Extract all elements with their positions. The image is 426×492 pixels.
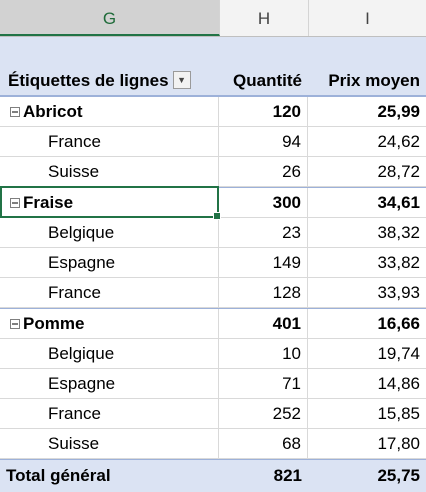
- item-label[interactable]: Espagne: [0, 369, 219, 398]
- group-quantity[interactable]: 120: [220, 97, 308, 126]
- item-label[interactable]: France: [0, 278, 219, 307]
- group-label: Fraise: [23, 193, 74, 212]
- collapse-icon[interactable]: [10, 197, 20, 208]
- row-labels-header-text: Étiquettes de lignes: [8, 71, 169, 90]
- item-quantity[interactable]: 68: [220, 429, 308, 458]
- item-label[interactable]: Belgique: [0, 339, 219, 368]
- item-price[interactable]: 17,80: [377, 434, 420, 453]
- item-quantity[interactable]: 128: [220, 278, 308, 307]
- item-row: Suisse 26 28,72: [0, 157, 426, 187]
- item-price[interactable]: 28,72: [377, 162, 420, 181]
- item-quantity[interactable]: 10: [220, 339, 308, 368]
- group-quantity[interactable]: 300: [220, 188, 308, 217]
- pivot-table: Étiquettes de lignes ▼ Quantité Prix moye…: [0, 37, 426, 492]
- item-row: Belgique 23 38,32: [0, 218, 426, 248]
- item-label[interactable]: France: [0, 399, 219, 428]
- item-row: Espagne 149 33,82: [0, 248, 426, 278]
- group-price[interactable]: 16,66: [377, 314, 420, 333]
- group-label: Pomme: [23, 314, 85, 333]
- item-price[interactable]: 24,62: [377, 132, 420, 151]
- collapse-icon[interactable]: [10, 318, 20, 329]
- group-price[interactable]: 25,99: [377, 102, 420, 121]
- cell[interactable]: [0, 37, 219, 66]
- price-header[interactable]: Prix moyen: [328, 71, 420, 90]
- group-price[interactable]: 34,61: [377, 193, 420, 212]
- pivot-header-row: Étiquettes de lignes ▼ Quantité Prix moye…: [0, 66, 426, 96]
- item-row: Belgique 10 19,74: [0, 339, 426, 369]
- row-labels-header[interactable]: Étiquettes de lignes ▼: [0, 66, 219, 95]
- group-quantity[interactable]: 401: [220, 309, 308, 338]
- item-label[interactable]: Belgique: [0, 218, 219, 247]
- column-header-i[interactable]: I: [365, 9, 370, 28]
- item-quantity[interactable]: 26: [220, 157, 308, 186]
- item-price[interactable]: 33,82: [377, 253, 420, 272]
- item-row: France 94 24,62: [0, 127, 426, 157]
- item-quantity[interactable]: 149: [220, 248, 308, 277]
- item-price[interactable]: 38,32: [377, 223, 420, 242]
- grand-total-label[interactable]: Total général: [6, 466, 111, 485]
- column-header-g[interactable]: G: [0, 0, 220, 36]
- item-row: France 252 15,85: [0, 399, 426, 429]
- item-label[interactable]: Espagne: [0, 248, 219, 277]
- item-quantity[interactable]: 71: [220, 369, 308, 398]
- item-label[interactable]: Suisse: [0, 157, 219, 186]
- item-row: France 128 33,93: [0, 278, 426, 308]
- item-label[interactable]: Suisse: [0, 429, 219, 458]
- item-quantity[interactable]: 252: [220, 399, 308, 428]
- dropdown-filter-icon[interactable]: ▼: [172, 70, 191, 89]
- grand-total-price[interactable]: 25,75: [377, 466, 420, 485]
- grand-total-quantity[interactable]: 821: [273, 466, 302, 485]
- item-price[interactable]: 33,93: [377, 283, 420, 302]
- item-quantity[interactable]: 23: [220, 218, 308, 247]
- empty-row: [0, 37, 426, 66]
- quantity-header[interactable]: Quantité: [233, 71, 302, 90]
- column-headers: G H I: [0, 0, 426, 37]
- group-row: Pomme 401 16,66: [0, 308, 426, 339]
- item-price[interactable]: 14,86: [377, 374, 420, 393]
- item-label[interactable]: France: [0, 127, 219, 156]
- item-quantity[interactable]: 94: [220, 127, 308, 156]
- group-label-cell[interactable]: Fraise: [0, 188, 219, 217]
- group-label-cell[interactable]: Abricot: [0, 97, 219, 126]
- collapse-icon[interactable]: [10, 106, 20, 117]
- item-row: Suisse 68 17,80: [0, 429, 426, 459]
- column-header-h[interactable]: H: [220, 0, 309, 36]
- group-label-cell[interactable]: Pomme: [0, 309, 219, 338]
- group-row: Fraise 300 34,61: [0, 187, 426, 218]
- item-price[interactable]: 19,74: [377, 344, 420, 363]
- item-row: Espagne 71 14,86: [0, 369, 426, 399]
- item-price[interactable]: 15,85: [377, 404, 420, 423]
- group-row: Abricot 120 25,99: [0, 96, 426, 127]
- group-label: Abricot: [23, 102, 83, 121]
